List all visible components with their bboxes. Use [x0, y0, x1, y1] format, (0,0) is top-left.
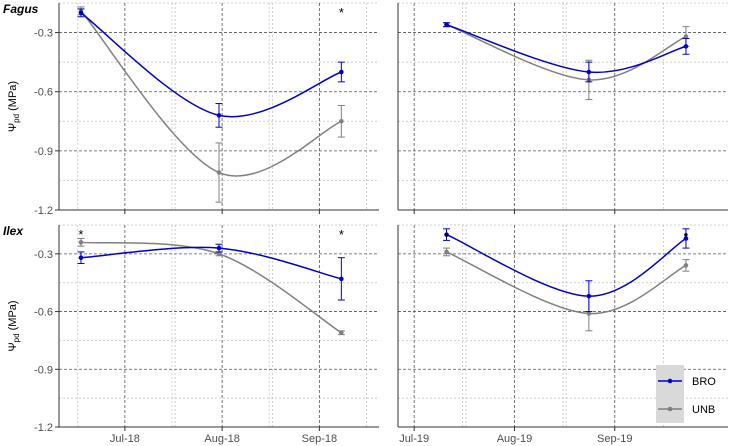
y-tick-label: -0.3 — [34, 28, 53, 40]
legend-key-point — [667, 378, 673, 384]
y-tick-label: -1.2 — [34, 422, 53, 434]
y-tick-label: -0.9 — [34, 364, 53, 376]
legend-label: UNB — [692, 404, 715, 416]
data-point — [683, 34, 689, 39]
series-line — [80, 241, 342, 334]
y-axis-label: Ψpd (MPa) — [7, 81, 21, 132]
series-bro — [443, 22, 690, 83]
series-bro — [77, 8, 345, 128]
significance-mark: • — [684, 227, 689, 242]
data-point — [339, 276, 344, 282]
x-tick-label: Sep-18 — [302, 433, 337, 445]
legend: BRO UNB — [656, 365, 716, 423]
series-bro — [77, 243, 345, 301]
data-point — [339, 69, 344, 75]
significance-mark: * — [339, 5, 344, 20]
data-point — [444, 249, 449, 255]
y-axis-label: Ψpd (MPa) — [7, 300, 21, 351]
data-point — [586, 311, 592, 316]
y-tick-label: -1.2 — [34, 205, 53, 217]
x-tick-label: Aug-19 — [497, 433, 532, 445]
x-tick-label: Jul-18 — [110, 433, 140, 445]
x-tick-label: Aug-18 — [204, 433, 239, 445]
data-point — [78, 10, 84, 16]
data-point — [216, 251, 222, 257]
data-point — [586, 69, 592, 75]
series-unb — [443, 247, 690, 332]
data-point — [78, 255, 84, 261]
y-tick-label: -0.6 — [34, 307, 53, 319]
significance-mark: * — [339, 227, 344, 242]
significance-mark: • — [444, 227, 449, 242]
x-tick-label: Sep-19 — [597, 433, 632, 445]
y-tick-label: -0.6 — [34, 87, 53, 99]
data-point — [339, 118, 344, 124]
panel-ilex-2018: -1.2 -0.9 -0.6 -0.3 Ψpd (MPa) Jul-18 Aug-18 Sep… — [3, 224, 379, 445]
series-unb — [77, 6, 345, 203]
data-point — [683, 44, 689, 49]
data-point — [444, 232, 449, 237]
series-unb — [77, 237, 345, 336]
series-bro — [443, 228, 690, 313]
data-point — [339, 330, 344, 336]
data-point — [683, 263, 689, 268]
data-point — [216, 170, 222, 175]
y-tick-label: -0.3 — [34, 249, 53, 261]
panel-title: Fagus — [3, 2, 39, 16]
significance-mark: * — [78, 227, 83, 242]
data-point — [78, 240, 84, 245]
data-point — [216, 113, 222, 118]
legend-key-background — [656, 365, 684, 423]
data-point — [586, 293, 592, 299]
panel-title: Ilex — [3, 224, 24, 238]
y-tick-label: -0.9 — [34, 146, 53, 158]
x-tick-label: Jul-19 — [399, 433, 429, 445]
data-point — [683, 236, 689, 241]
data-point — [444, 22, 449, 27]
panel-fagus-2018: -1.2 -0.9 -0.6 -0.3 Ψpd (MPa) Fagus * — [3, 2, 379, 217]
panel-ilex-2019: Jul-19 Aug-19 Sep-19 • • — [397, 224, 728, 445]
data-point — [216, 245, 222, 251]
legend-label: BRO — [692, 376, 716, 388]
panel-fagus-2019 — [397, 2, 728, 214]
legend-entry-unb: UNB — [658, 404, 715, 416]
legend-key-point — [667, 406, 673, 412]
legend-entry-bro: BRO — [658, 376, 716, 388]
